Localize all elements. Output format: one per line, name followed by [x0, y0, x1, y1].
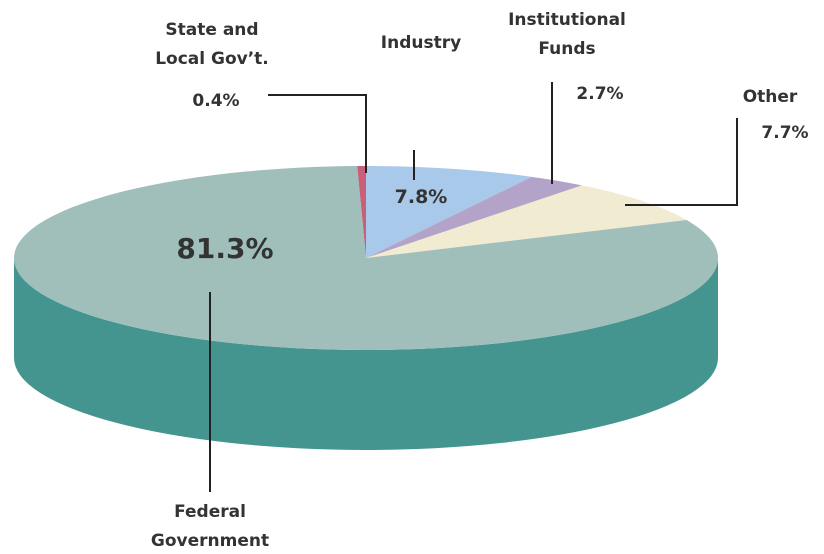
pie-side [14, 258, 718, 450]
category-label: Federal Government [150, 502, 270, 551]
category-label: State and Local Gov’t. [155, 20, 269, 69]
leader-line [625, 118, 738, 206]
category-label: Other [742, 87, 798, 107]
value-label: 7.8% [394, 186, 448, 208]
leader-line [268, 94, 367, 173]
pie-slice [366, 166, 532, 258]
pie-slice [366, 185, 687, 258]
pie-slice [14, 166, 719, 351]
category-label: Industry [380, 33, 462, 53]
value-label: 0.4% [192, 91, 240, 111]
category-label: Institutional Funds [508, 10, 626, 59]
value-label: 7.7% [761, 123, 809, 143]
pie-slice [366, 176, 582, 258]
value-label: 81.3% [176, 232, 274, 265]
value-label: 2.7% [576, 84, 624, 104]
pie-slice [357, 166, 366, 258]
